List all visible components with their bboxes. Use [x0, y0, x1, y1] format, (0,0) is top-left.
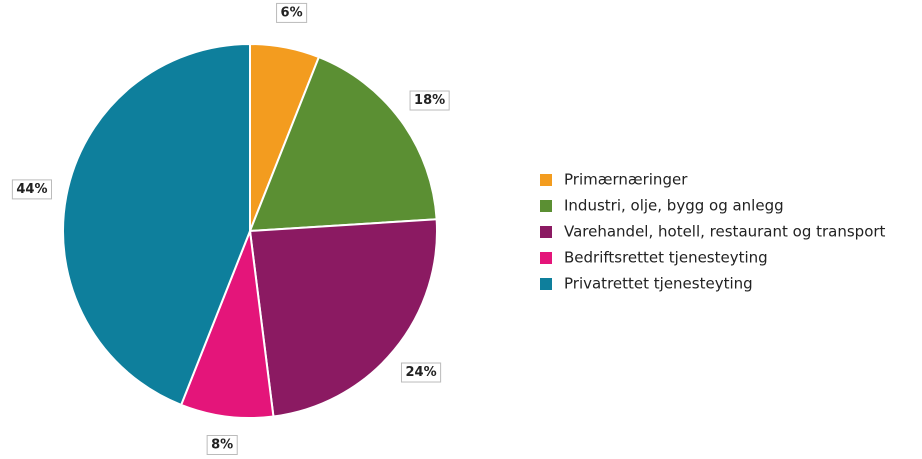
- pie-slice: [62, 42, 251, 407]
- value-label: 6%: [281, 5, 303, 20]
- value-label-box: [11, 179, 52, 200]
- legend-swatch: [540, 174, 552, 186]
- legend-swatch: [540, 252, 552, 264]
- value-label-box: [276, 2, 308, 23]
- legend-label: Bedriftsrettet tjenesteyting: [564, 249, 768, 267]
- value-label-box: [206, 435, 238, 455]
- pie-slice: [179, 230, 275, 419]
- value-label: 24%: [405, 365, 436, 380]
- legend-label: Industri, olje, bygg og anlegg: [564, 197, 784, 215]
- legend-swatch: [540, 200, 552, 212]
- value-label: 8%: [211, 438, 233, 453]
- value-label: 18%: [414, 93, 445, 108]
- pie-slice: [248, 218, 438, 418]
- value-label-box: [409, 90, 450, 111]
- pie-slice: [248, 55, 438, 233]
- value-label: 44%: [16, 182, 47, 197]
- value-label-box: [400, 362, 442, 383]
- legend-swatch: [540, 278, 552, 290]
- legend-label: Primærnæringer: [564, 171, 688, 189]
- legend-label: Varehandel, hotell, restaurant og transp…: [564, 223, 886, 241]
- legend-swatch: [540, 226, 552, 238]
- legend-label: Privatrettet tjenesteyting: [564, 275, 753, 293]
